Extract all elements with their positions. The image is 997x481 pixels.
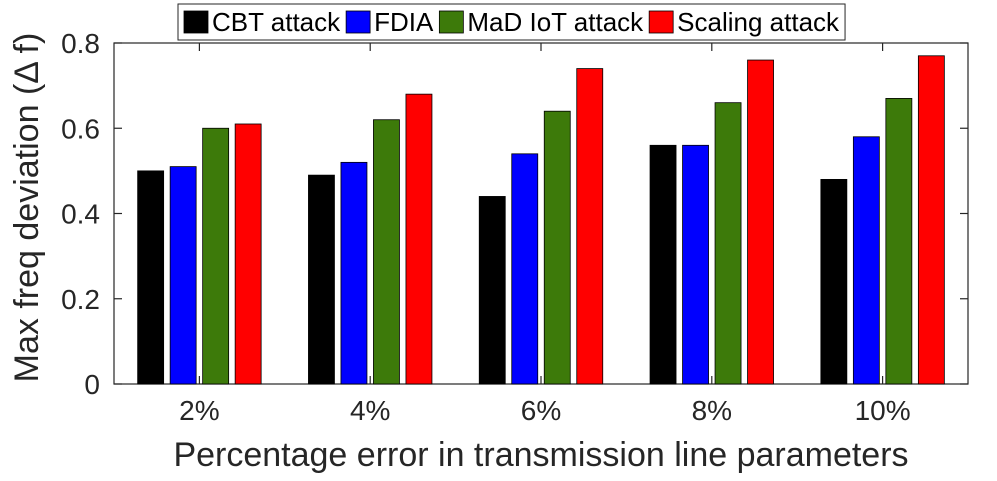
bar-fdia	[682, 144, 709, 385]
x-tick-label: 8%	[692, 395, 732, 426]
bar-cbt-attack	[478, 196, 506, 385]
legend-swatch	[648, 10, 674, 34]
x-axis-ticks: 2% 4% 6% 8% 10%	[179, 43, 911, 426]
legend: CBT attack FDIA MaD IoT attack Scaling atta…	[177, 3, 846, 41]
bars	[137, 55, 945, 385]
bar-scaling-attack	[576, 68, 604, 385]
x-tick-label: 10%	[855, 395, 911, 426]
bar-fdia	[169, 166, 197, 385]
bar-fdia	[852, 136, 880, 385]
legend-swatch	[183, 10, 209, 34]
bar-scaling-attack	[747, 59, 774, 385]
x-axis-label: Percentage error in transmission line pa…	[173, 436, 908, 474]
y-tick-label: 0.4	[61, 199, 100, 230]
x-tick-label: 4%	[350, 395, 390, 426]
bar-mad-iot-attack	[885, 98, 913, 385]
legend-swatch	[438, 10, 464, 34]
bar-scaling-attack	[405, 93, 433, 385]
x-tick-label: 2%	[179, 395, 219, 426]
bar-mad-iot-attack	[202, 127, 230, 385]
y-tick-label: 0.2	[61, 284, 100, 315]
bar-scaling-attack	[917, 55, 945, 385]
y-axis-ticks: 0 0.2 0.4 0.6 0.8	[61, 28, 968, 400]
bar-cbt-attack	[308, 174, 335, 385]
legend-label: Scaling attack	[677, 7, 840, 37]
bar-cbt-attack	[820, 178, 848, 385]
y-tick-label: 0.8	[61, 28, 100, 59]
x-tick-label: 6%	[521, 395, 561, 426]
bar-mad-iot-attack	[373, 119, 400, 385]
bar-fdia	[511, 153, 539, 385]
bar-cbt-attack	[137, 170, 165, 385]
legend-swatch	[345, 10, 371, 34]
y-axis-label: Max freq deviation (Δ f)	[8, 33, 46, 383]
bar-fdia	[340, 161, 368, 385]
legend-label: FDIA	[374, 7, 434, 37]
legend-label: CBT attack	[212, 7, 341, 37]
bar-mad-iot-attack	[714, 102, 742, 385]
legend-label: MaD IoT attack	[467, 7, 644, 37]
bar-scaling-attack	[234, 123, 262, 385]
y-tick-label: 0	[84, 369, 100, 400]
y-tick-label: 0.6	[61, 113, 100, 144]
bar-mad-iot-attack	[543, 110, 571, 385]
bar-cbt-attack	[649, 144, 677, 385]
legend-box	[177, 3, 846, 41]
